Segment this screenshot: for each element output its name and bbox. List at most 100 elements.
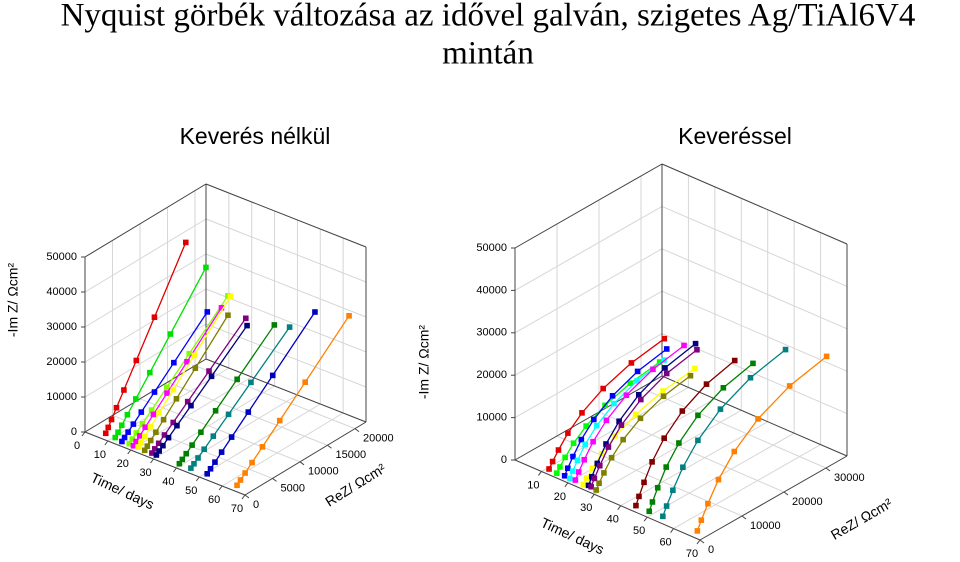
grid-line bbox=[594, 409, 742, 495]
x-tick-label: 10000 bbox=[750, 520, 781, 532]
data-point bbox=[206, 368, 212, 374]
z-tick-label: 40 bbox=[162, 476, 174, 488]
data-point bbox=[637, 415, 644, 422]
data-point bbox=[593, 487, 600, 493]
box-edge bbox=[84, 183, 207, 258]
data-point bbox=[715, 476, 722, 483]
data-point bbox=[151, 389, 158, 395]
y-tick-label: 50000 bbox=[46, 251, 77, 263]
data-point bbox=[636, 493, 642, 500]
data-point bbox=[121, 387, 127, 393]
data-point bbox=[635, 391, 642, 398]
y-tick-label: 0 bbox=[501, 454, 507, 466]
data-point bbox=[148, 407, 155, 413]
data-point bbox=[663, 346, 670, 352]
data-point bbox=[566, 475, 573, 482]
grid-line bbox=[673, 444, 821, 530]
data-point bbox=[102, 430, 109, 437]
data-point bbox=[679, 408, 686, 414]
grid-line bbox=[221, 412, 344, 487]
data-point bbox=[227, 293, 234, 300]
grid-line bbox=[514, 205, 663, 291]
x-axis-label: ReZ/ Ωcm² bbox=[828, 495, 895, 543]
data-point bbox=[670, 487, 676, 494]
data-point bbox=[687, 372, 694, 379]
data-point bbox=[698, 517, 705, 523]
grid-line bbox=[205, 288, 367, 353]
data-point bbox=[126, 440, 132, 447]
data-point bbox=[142, 424, 149, 431]
data-point bbox=[654, 484, 661, 491]
data-point bbox=[118, 422, 125, 429]
data-point bbox=[582, 441, 588, 448]
data-point bbox=[661, 435, 667, 441]
tick-mark bbox=[354, 428, 360, 433]
data-point bbox=[583, 475, 590, 481]
grid-line bbox=[620, 421, 768, 507]
data-point bbox=[147, 424, 154, 430]
data-point bbox=[136, 432, 143, 439]
grid-line bbox=[84, 218, 207, 293]
data-point bbox=[608, 454, 615, 461]
data-point bbox=[663, 503, 670, 509]
box-edge bbox=[514, 163, 663, 249]
data-point bbox=[192, 365, 199, 371]
grid-line bbox=[176, 394, 298, 469]
grid-line bbox=[139, 398, 301, 463]
data-point bbox=[135, 444, 141, 450]
data-point bbox=[147, 437, 154, 444]
data-point bbox=[660, 388, 666, 394]
data-point bbox=[570, 440, 577, 446]
tick-mark bbox=[150, 458, 154, 464]
tick-mark bbox=[173, 467, 177, 473]
data-point bbox=[188, 402, 194, 409]
grid-line bbox=[84, 288, 207, 363]
data-point bbox=[661, 335, 668, 342]
series-line bbox=[662, 349, 786, 517]
data-point bbox=[579, 410, 585, 416]
data-point bbox=[245, 409, 252, 415]
data-point bbox=[198, 429, 204, 436]
data-point bbox=[588, 483, 594, 490]
data-point bbox=[581, 456, 588, 463]
grid-line bbox=[661, 290, 848, 372]
box-edge bbox=[699, 455, 848, 541]
x-tick-label: 30000 bbox=[834, 472, 865, 484]
data-point bbox=[269, 372, 276, 379]
data-point bbox=[105, 424, 112, 431]
tick-mark bbox=[272, 478, 277, 482]
data-point bbox=[208, 373, 215, 380]
data-point bbox=[121, 434, 128, 441]
data-point bbox=[133, 357, 140, 364]
grid-line bbox=[661, 333, 848, 415]
data-point bbox=[204, 470, 210, 477]
data-point bbox=[662, 365, 668, 371]
data-point bbox=[656, 359, 663, 365]
data-point bbox=[569, 468, 576, 475]
data-point bbox=[570, 453, 576, 460]
data-point bbox=[171, 359, 177, 366]
data-point bbox=[600, 385, 606, 392]
data-point bbox=[717, 406, 724, 412]
z-tick-label: 50 bbox=[633, 525, 645, 537]
data-point bbox=[244, 322, 250, 329]
data-point bbox=[130, 421, 137, 427]
data-point bbox=[271, 322, 278, 328]
data-point bbox=[237, 477, 244, 483]
data-point bbox=[204, 309, 211, 315]
data-point bbox=[191, 460, 197, 467]
z-tick-label: 30 bbox=[580, 502, 592, 514]
data-point bbox=[184, 359, 190, 365]
x-tick-label: 0 bbox=[253, 499, 259, 511]
y-axis-label: -Im Z/ Ωcm² bbox=[5, 263, 21, 338]
slide-title: mintán bbox=[442, 36, 534, 72]
data-point bbox=[141, 447, 148, 454]
data-point bbox=[174, 422, 180, 429]
y-tick-label: 20000 bbox=[46, 356, 77, 368]
y-axis-label: -Im Z/ Ωcm² bbox=[416, 325, 432, 400]
data-point bbox=[634, 368, 641, 375]
data-point bbox=[731, 448, 738, 455]
data-point bbox=[641, 479, 647, 486]
y-tick-label: 40000 bbox=[46, 286, 77, 298]
